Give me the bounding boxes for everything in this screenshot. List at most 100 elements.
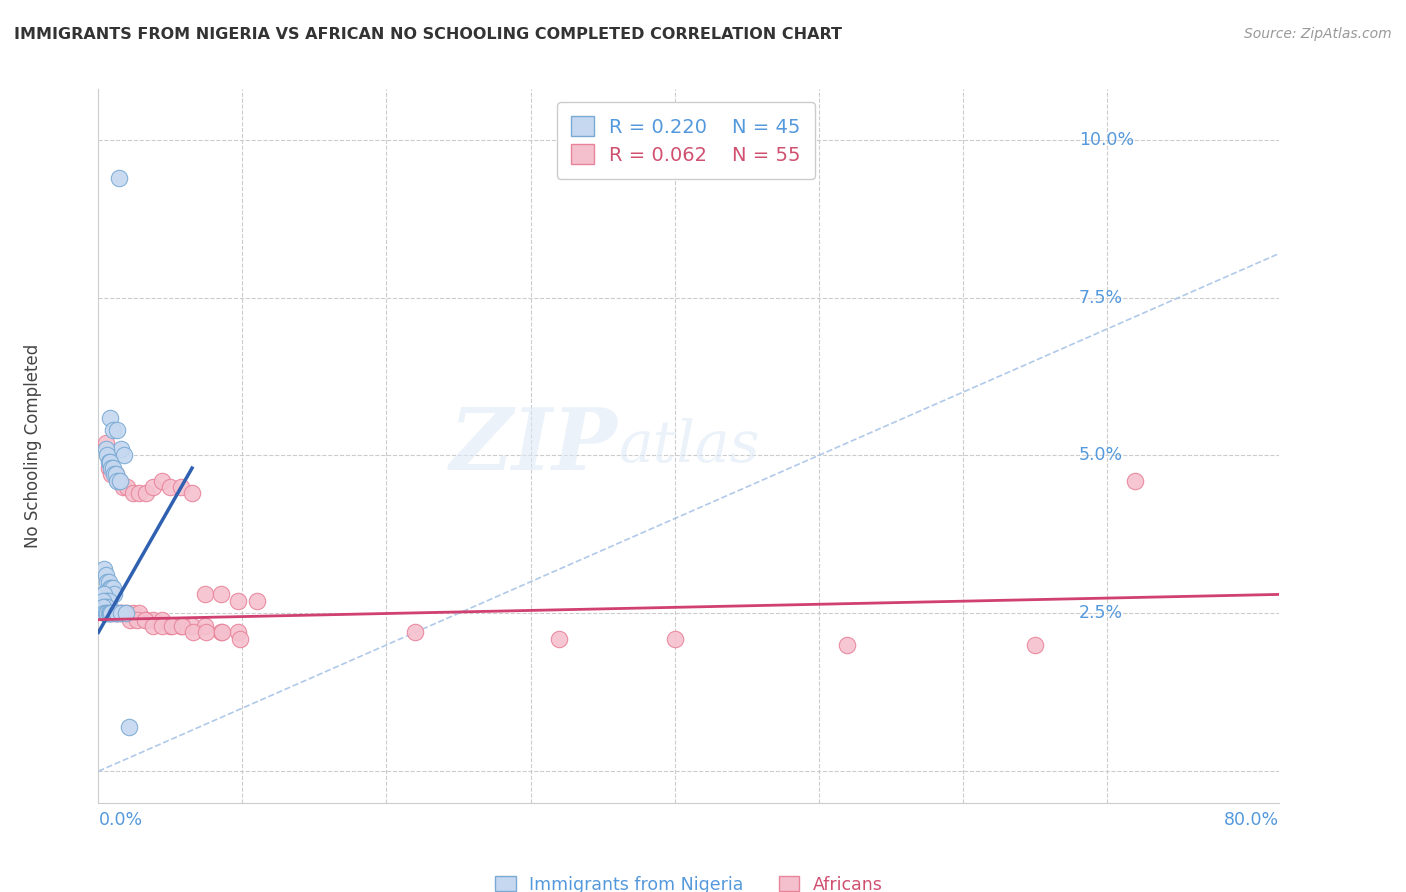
Point: [110, 607, 132, 621]
Point: [93, 587, 115, 601]
Point: [183, 625, 205, 640]
Point: [181, 619, 204, 633]
Point: [97, 461, 120, 475]
Point: [209, 625, 232, 640]
Point: [135, 613, 157, 627]
Point: [96, 574, 118, 589]
Text: 2.5%: 2.5%: [1078, 605, 1123, 623]
Point: [226, 625, 249, 640]
Point: [170, 619, 193, 633]
Point: [664, 632, 686, 646]
Point: [1024, 638, 1046, 652]
Point: [91, 600, 114, 615]
Point: [128, 607, 150, 621]
Point: [118, 720, 141, 734]
Point: [94, 600, 117, 615]
Point: [94, 593, 117, 607]
Point: [112, 449, 135, 463]
Point: [107, 170, 129, 185]
Point: [105, 607, 128, 621]
Point: [101, 581, 124, 595]
Point: [97, 455, 120, 469]
Point: [135, 486, 157, 500]
Text: 7.5%: 7.5%: [1078, 289, 1123, 307]
Point: [97, 593, 120, 607]
Point: [91, 587, 114, 601]
Point: [110, 607, 132, 621]
Point: [246, 593, 269, 607]
Point: [209, 587, 232, 601]
Point: [94, 607, 117, 621]
Text: 80.0%: 80.0%: [1225, 812, 1279, 830]
Point: [120, 613, 142, 627]
Point: [100, 581, 122, 595]
Point: [101, 607, 124, 621]
Point: [142, 619, 165, 633]
Point: [115, 607, 138, 621]
Point: [194, 587, 217, 601]
Point: [150, 619, 173, 633]
Text: 0.0%: 0.0%: [98, 812, 142, 830]
Point: [127, 613, 149, 627]
Point: [837, 638, 859, 652]
Point: [228, 632, 250, 646]
Point: [98, 581, 121, 595]
Text: 5.0%: 5.0%: [1078, 447, 1123, 465]
Point: [96, 593, 118, 607]
Point: [94, 442, 117, 457]
Point: [104, 467, 127, 482]
Point: [93, 562, 115, 576]
Point: [110, 442, 132, 457]
Text: 10.0%: 10.0%: [1078, 131, 1133, 149]
Text: ZIP: ZIP: [450, 404, 619, 488]
Point: [160, 619, 183, 633]
Point: [104, 607, 127, 621]
Point: [91, 593, 114, 607]
Point: [114, 607, 136, 621]
Point: [105, 423, 128, 437]
Point: [108, 474, 131, 488]
Point: [105, 474, 128, 488]
Point: [96, 449, 118, 463]
Point: [169, 619, 191, 633]
Point: [98, 607, 121, 621]
Point: [128, 486, 150, 500]
Point: [97, 574, 120, 589]
Point: [93, 607, 115, 621]
Point: [181, 486, 204, 500]
Point: [122, 486, 145, 500]
Point: [98, 410, 121, 425]
Text: Source: ZipAtlas.com: Source: ZipAtlas.com: [1244, 27, 1392, 41]
Point: [98, 455, 121, 469]
Point: [548, 632, 571, 646]
Point: [226, 593, 249, 607]
Point: [159, 480, 181, 494]
Point: [194, 619, 217, 633]
Text: atlas: atlas: [619, 417, 759, 475]
Point: [142, 480, 165, 494]
Text: IMMIGRANTS FROM NIGERIA VS AFRICAN NO SCHOOLING COMPLETED CORRELATION CHART: IMMIGRANTS FROM NIGERIA VS AFRICAN NO SC…: [14, 27, 842, 42]
Point: [103, 467, 125, 482]
Point: [105, 607, 128, 621]
Point: [104, 467, 127, 482]
Point: [112, 607, 135, 621]
Point: [134, 613, 156, 627]
Point: [211, 625, 233, 640]
Point: [150, 474, 173, 488]
Point: [97, 607, 120, 621]
Point: [195, 625, 218, 640]
Point: [159, 619, 181, 633]
Point: [96, 607, 118, 621]
Point: [101, 461, 124, 475]
Point: [94, 568, 117, 582]
Point: [115, 480, 138, 494]
Point: [96, 600, 118, 615]
Point: [100, 461, 122, 475]
Text: No Schooling Completed: No Schooling Completed: [24, 344, 42, 548]
Point: [150, 613, 173, 627]
Point: [169, 480, 191, 494]
Point: [122, 607, 145, 621]
Point: [93, 600, 115, 615]
Point: [100, 467, 122, 482]
Point: [103, 587, 125, 601]
